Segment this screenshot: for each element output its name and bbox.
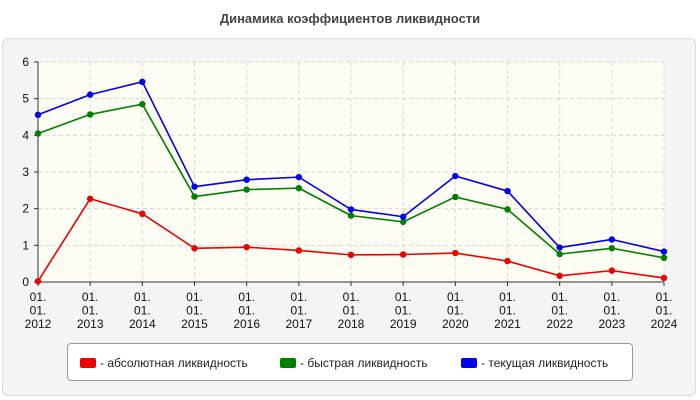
ytick-label-6: 6 (22, 55, 29, 69)
ytick-label-3: 3 (22, 165, 29, 179)
ytick-label-0: 0 (22, 275, 29, 289)
point-absolute-3 (191, 245, 198, 252)
legend-swatch-current (461, 358, 477, 368)
ytick-label-4: 4 (22, 128, 29, 142)
xtick-label-2022: 01. 01. 2022 (546, 290, 573, 331)
chart-legend: - абсолютная ликвидность - быстрая ликви… (67, 343, 633, 381)
chart-title: Динамика коэффициентов ликвидности (219, 11, 481, 26)
xtick-label-2017: 01. 01. 2017 (285, 290, 312, 331)
xtick-label-2023: 01. 01. 2023 (598, 290, 625, 331)
point-current-1 (86, 91, 94, 98)
point-current-10 (556, 244, 563, 251)
point-quick-9 (504, 206, 511, 213)
legend-label-quick: - быстрая ликвидность (300, 356, 428, 370)
xtick-label-2024: 01. 01. 2024 (651, 290, 678, 331)
point-quick-8 (452, 193, 459, 201)
legend-entry-current: - текущая ликвидность (461, 344, 608, 382)
ytick-label-1: 1 (22, 238, 29, 252)
point-quick-2 (139, 100, 146, 108)
legend-entry-quick: - быстрая ликвидность (280, 344, 428, 382)
xtick-label-2020: 01. 01. 2020 (442, 290, 469, 331)
point-absolute-2 (139, 210, 146, 217)
legend-entry-absolute: - абсолютная ликвидность (80, 344, 248, 382)
point-absolute-10 (556, 272, 563, 279)
ytick-label-5: 5 (22, 92, 29, 106)
point-quick-12 (660, 254, 668, 261)
xtick-label-2014: 01. 01. 2014 (129, 290, 156, 331)
point-absolute-8 (452, 249, 459, 257)
point-current-4 (243, 176, 250, 183)
point-absolute-9 (504, 257, 511, 265)
point-absolute-6 (347, 251, 355, 259)
point-quick-10 (556, 250, 563, 258)
point-absolute-4 (243, 243, 250, 251)
legend-label-current: - текущая ликвидность (481, 356, 609, 370)
xtick-label-2015: 01. 01. 2015 (181, 290, 208, 331)
point-current-9 (504, 187, 511, 195)
point-absolute-12 (660, 274, 668, 282)
legend-label-absolute: - абсолютная ликвидность (100, 356, 248, 370)
point-quick-0 (34, 130, 42, 137)
point-quick-11 (608, 245, 616, 252)
point-current-0 (34, 111, 42, 119)
point-current-3 (191, 183, 198, 190)
point-quick-4 (243, 186, 250, 193)
xtick-label-2016: 01. 01. 2016 (233, 290, 260, 331)
point-absolute-5 (295, 247, 303, 254)
point-current-2 (139, 78, 146, 86)
point-absolute-0 (34, 278, 42, 285)
point-quick-1 (86, 111, 94, 118)
point-current-5 (295, 173, 303, 181)
point-current-11 (608, 236, 616, 243)
xtick-label-2013: 01. 01. 2013 (77, 290, 104, 331)
point-current-7 (399, 213, 407, 220)
point-absolute-11 (608, 267, 616, 274)
point-quick-6 (347, 212, 355, 219)
xtick-label-2021: 01. 01. 2021 (494, 290, 521, 331)
legend-swatch-quick (280, 358, 296, 368)
point-current-8 (452, 172, 459, 180)
point-absolute-1 (86, 195, 94, 202)
ytick-label-2: 2 (22, 202, 29, 216)
point-quick-5 (295, 184, 303, 192)
xtick-label-2019: 01. 01. 2019 (390, 290, 417, 331)
point-current-6 (347, 206, 355, 213)
point-current-12 (660, 248, 668, 255)
point-absolute-7 (399, 251, 407, 258)
legend-swatch-absolute (80, 358, 96, 368)
xtick-label-2018: 01. 01. 2018 (338, 290, 365, 331)
xtick-label-2012: 01. 01. 2012 (25, 290, 52, 331)
point-quick-3 (191, 193, 198, 200)
point-quick-7 (399, 218, 407, 226)
